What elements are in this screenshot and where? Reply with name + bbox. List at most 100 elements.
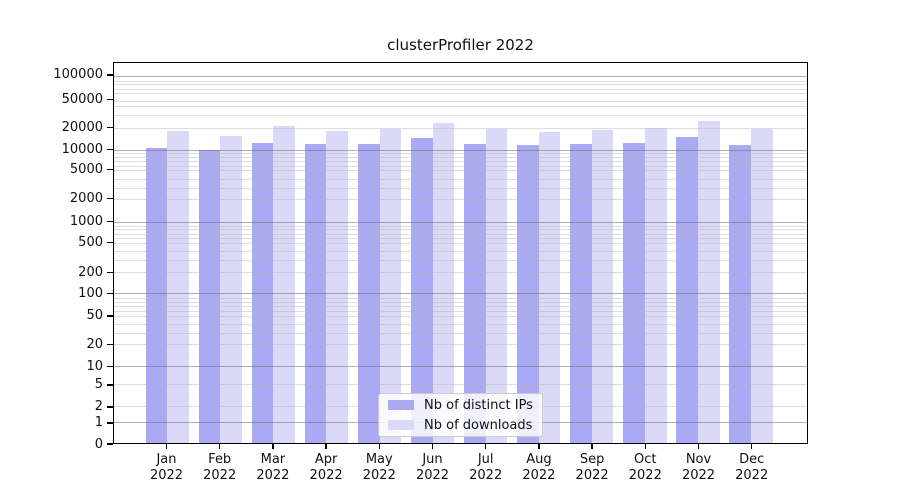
y-tick-10 [107, 365, 113, 368]
bar-oct-downloads [644, 128, 667, 443]
y-tick-0 [107, 443, 113, 445]
bar-aug-downloads [538, 131, 561, 443]
y-tick-label-500: 500 [78, 235, 103, 251]
gridline-60000 [114, 93, 807, 95]
y-tick-label-1: 1 [94, 415, 103, 431]
gridline-1000 [114, 221, 807, 223]
x-tick-year: 2022 [256, 468, 290, 483]
bar-apr-downloads [326, 130, 349, 443]
gridline-200 [114, 272, 807, 274]
y-tick-20 [107, 343, 113, 345]
x-tick-oct [644, 444, 646, 449]
x-tick-year: 2022 [415, 468, 450, 483]
y-tick-20000 [107, 126, 113, 129]
bar-jan-distinct-ips [145, 147, 168, 443]
x-tick-label-may: May 2022 [349, 452, 409, 484]
chart-title: clusterProfiler 2022 [387, 36, 534, 54]
gridline-400 [114, 251, 807, 253]
bar-feb-distinct-ips [198, 150, 221, 443]
x-tick-nov [697, 444, 700, 449]
x-tick-sep [591, 444, 593, 449]
gridline-800 [114, 229, 807, 231]
x-tick-month: Mar [260, 452, 286, 467]
y-tick-100 [107, 292, 113, 294]
gridline-700 [114, 233, 807, 235]
x-tick-label-dec: Dec 2022 [722, 452, 782, 484]
x-tick-jul [485, 444, 487, 449]
bar-oct-distinct-ips [623, 143, 645, 443]
x-tick-label-oct: Oct 2022 [615, 452, 675, 484]
x-tick-month: Jun [422, 452, 443, 467]
gridline-7000 [114, 161, 807, 163]
x-tick-year: 2022 [735, 468, 769, 483]
gridline-80000 [114, 84, 807, 86]
y-tick-label-2000: 2000 [69, 191, 103, 207]
y-tick-5 [107, 384, 113, 386]
bar-jul-downloads [485, 128, 508, 443]
x-tick-month: Sep [579, 452, 605, 467]
gridline-300 [114, 260, 807, 262]
x-tick-year: 2022 [628, 468, 662, 483]
x-tick-month: Nov [685, 452, 712, 467]
y-tick-label-5000: 5000 [69, 162, 103, 178]
bar-may-downloads [379, 129, 402, 443]
gridline-600 [114, 238, 807, 240]
legend-item-downloads: Nb of downloads [388, 418, 533, 433]
legend: Nb of distinct IPs Nb of downloads [378, 393, 543, 437]
y-tick-label-100000: 100000 [53, 67, 103, 83]
x-tick-month: May [365, 452, 393, 467]
gridline-90000 [114, 80, 807, 82]
gridline-3000 [114, 187, 807, 189]
y-tick-5000 [107, 168, 113, 171]
x-tick-month: Aug [526, 452, 552, 467]
x-tick-year: 2022 [522, 468, 556, 483]
y-tick-10000 [107, 148, 113, 150]
y-tick-label-1000: 1000 [69, 214, 103, 230]
gridline-100000 [114, 75, 807, 77]
x-tick-may [378, 444, 380, 449]
y-tick-label-0: 0 [94, 436, 103, 452]
bar-nov-downloads [697, 120, 720, 443]
gridline-4000 [114, 178, 807, 180]
bar-dec-downloads [750, 129, 773, 443]
y-tick-2000 [107, 197, 113, 200]
bar-jan-downloads [167, 131, 190, 443]
gridline-500 [114, 242, 807, 244]
x-tick-year: 2022 [469, 468, 503, 483]
x-tick-year: 2022 [149, 468, 184, 483]
gridline-20 [114, 343, 807, 345]
gridline-8000 [114, 156, 807, 158]
x-tick-label-jul: Jul 2022 [456, 452, 516, 484]
bar-mar-distinct-ips [251, 142, 274, 443]
legend-swatch-downloads [388, 420, 414, 430]
y-tick-2 [107, 406, 113, 408]
y-tick-label-50: 50 [86, 308, 103, 324]
y-tick-label-2: 2 [94, 399, 103, 415]
y-tick-label-20: 20 [86, 336, 103, 352]
gridline-5000 [114, 170, 807, 172]
legend-label-downloads: Nb of downloads [424, 417, 533, 433]
x-tick-jan [165, 444, 168, 449]
gridline-100 [114, 293, 807, 295]
x-tick-year: 2022 [681, 468, 716, 483]
gridline-60 [114, 310, 807, 312]
bar-jun-downloads [432, 122, 455, 443]
y-tick-label-5: 5 [94, 377, 103, 393]
gridline-40000 [114, 106, 807, 108]
x-tick-month: Jan [156, 452, 177, 467]
gridline-30000 [114, 115, 807, 117]
bar-aug-distinct-ips [516, 145, 539, 443]
bar-mar-downloads [273, 126, 296, 443]
y-tick-100000 [107, 74, 113, 76]
x-tick-aug [538, 444, 540, 449]
legend-label-distinct-ips: Nb of distinct IPs [424, 397, 533, 413]
x-tick-label-sep: Sep 2022 [562, 452, 622, 484]
y-tick-50 [107, 315, 113, 317]
x-tick-apr [325, 444, 327, 449]
x-tick-year: 2022 [362, 468, 396, 483]
y-tick-label-200: 200 [78, 264, 103, 280]
x-tick-year: 2022 [575, 468, 609, 483]
gridline-20000 [114, 128, 807, 130]
x-tick-label-jun: Jun 2022 [403, 452, 463, 484]
